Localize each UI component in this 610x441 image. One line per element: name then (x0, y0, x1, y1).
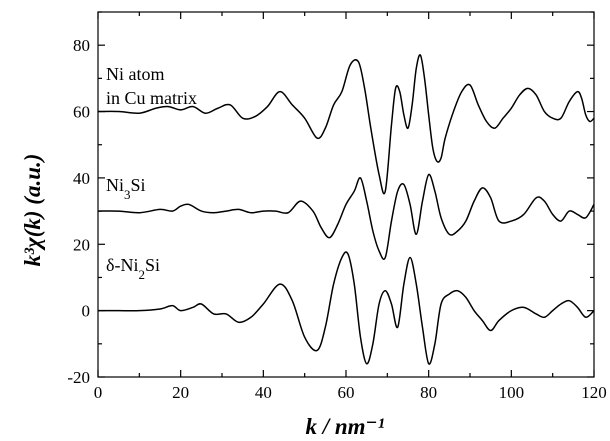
x-tick-label: 100 (499, 383, 525, 402)
annotation-ni3si: Ni3Si (106, 175, 146, 202)
series-line-ni-atom-in-cu (97, 54, 595, 195)
annotation-ni2si: δ-Ni2Si (106, 255, 160, 282)
annotation-ni-atom-line1: Ni atom (106, 64, 165, 84)
x-tick-label: 60 (338, 383, 355, 402)
annotation-ni2si-main: δ-Ni (106, 255, 138, 275)
y-tick-label: 20 (73, 235, 90, 254)
y-tick-label: 0 (82, 302, 91, 321)
y-tick-label: 60 (73, 103, 90, 122)
x-tick-label: 20 (172, 383, 189, 402)
x-tick-label: 80 (420, 383, 437, 402)
annotation-ni2si-sub: 2 (138, 267, 145, 282)
series-line-ni2si (98, 251, 595, 365)
x-tick-label: 0 (94, 383, 103, 402)
y-tick-label: 80 (73, 36, 90, 55)
x-tick-label: 120 (581, 383, 607, 402)
annotation-ni-atom-line2: in Cu matrix (106, 88, 197, 108)
y-axis-title: k³χ(k) (a.u.) (20, 154, 45, 267)
x-axis-title: k / nm⁻¹ (305, 414, 384, 439)
plot-frame (97, 11, 595, 378)
annotation-ni3si-sub: 3 (124, 187, 131, 202)
annotation-ni2si-rest: Si (145, 255, 160, 275)
y-tick-label: 40 (73, 169, 90, 188)
x-tick-label: 40 (255, 383, 272, 402)
annotation-ni3si-main: Ni (106, 175, 124, 195)
annotation-ni3si-rest: Si (131, 175, 146, 195)
series-lines (97, 54, 595, 365)
series-line-ni3si (97, 173, 595, 260)
y-tick-label: -20 (67, 368, 90, 387)
axis-ticks (97, 11, 595, 378)
